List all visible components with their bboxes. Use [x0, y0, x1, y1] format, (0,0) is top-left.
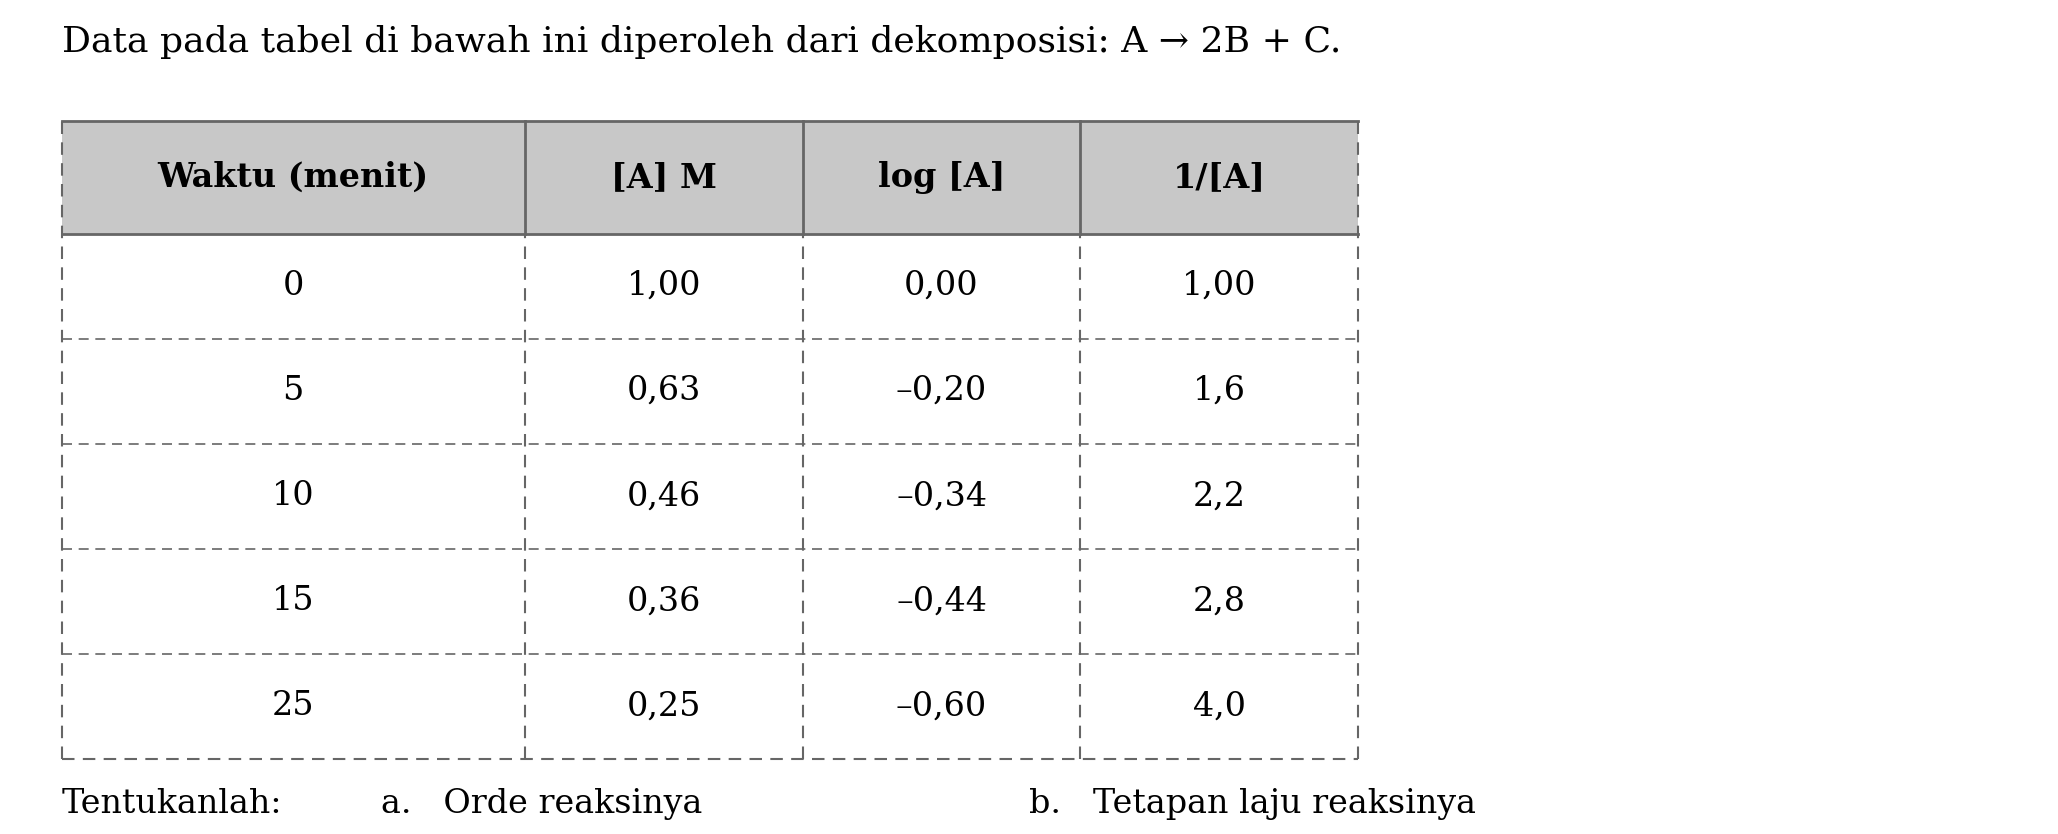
Text: 2,2: 2,2	[1194, 480, 1245, 512]
Text: 2,8: 2,8	[1194, 585, 1245, 617]
Text: 1,00: 1,00	[626, 270, 702, 302]
Text: 25: 25	[272, 691, 315, 722]
Text: Waktu (menit): Waktu (menit)	[158, 161, 428, 193]
Text: 0,63: 0,63	[626, 375, 702, 407]
Text: –0,34: –0,34	[895, 480, 988, 512]
Text: 0: 0	[282, 270, 305, 302]
Text: 1/[A]: 1/[A]	[1173, 161, 1266, 193]
Text: Data pada tabel di bawah ini diperoleh dari dekomposisi: A → 2B + C.: Data pada tabel di bawah ini diperoleh d…	[62, 25, 1342, 59]
Text: a.   Orde reaksinya: a. Orde reaksinya	[381, 788, 702, 820]
Text: log [A]: log [A]	[879, 161, 1004, 193]
Text: 15: 15	[272, 585, 315, 617]
Text: –0,60: –0,60	[895, 691, 988, 722]
Text: –0,20: –0,20	[895, 375, 988, 407]
Text: [A] M: [A] M	[611, 161, 716, 193]
Text: 1,00: 1,00	[1181, 270, 1257, 302]
Text: 4,0: 4,0	[1194, 691, 1245, 722]
Text: 0,25: 0,25	[626, 691, 702, 722]
Text: 1,6: 1,6	[1194, 375, 1245, 407]
Text: 10: 10	[272, 480, 315, 512]
Text: b.   Tetapan laju reaksinya: b. Tetapan laju reaksinya	[1029, 788, 1476, 820]
Text: 0,36: 0,36	[626, 585, 702, 617]
Text: 0,46: 0,46	[626, 480, 702, 512]
Text: 0,00: 0,00	[903, 270, 980, 302]
Text: Tentukanlah:: Tentukanlah:	[62, 788, 282, 820]
Text: 5: 5	[282, 375, 305, 407]
Text: –0,44: –0,44	[895, 585, 988, 617]
